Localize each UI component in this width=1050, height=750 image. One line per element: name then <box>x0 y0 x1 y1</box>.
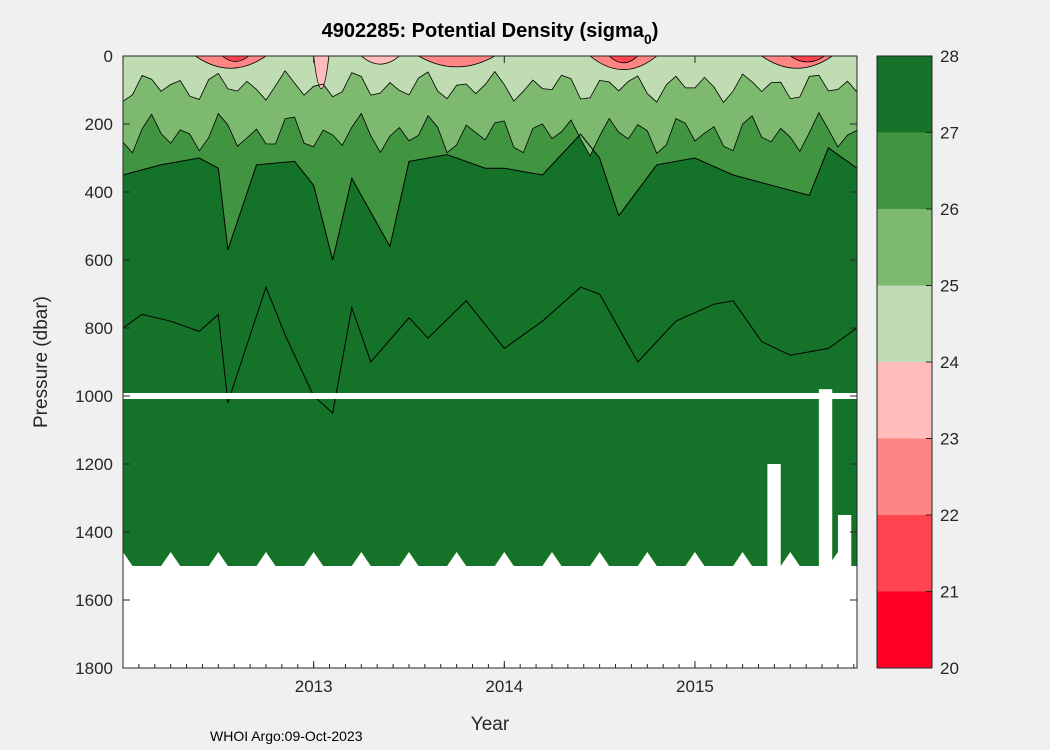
y-tick-label: 1800 <box>75 659 113 678</box>
layer-24-25 <box>123 56 857 103</box>
surface-patch <box>313 56 330 90</box>
contour-upper <box>123 70 857 104</box>
y-axis-ticks: 0 200 400 600 800 1000 1200 1400 1600 1800 <box>75 47 857 678</box>
colorbar-tick-label: 24 <box>940 353 959 372</box>
contour-lines <box>123 70 857 414</box>
colorbar-swatch <box>877 56 932 133</box>
chart-title: 4902285: Potential Density (sigma0) <box>322 20 659 47</box>
y-tick-label: 400 <box>85 183 113 202</box>
missing-profile-gap <box>837 515 852 568</box>
colorbar-swatch <box>877 209 932 286</box>
x-axis-ticks: 2013 2014 2015 <box>122 56 855 696</box>
footer-credit: WHOI Argo:09-Oct-2023 <box>210 728 363 744</box>
colorbar-swatch <box>877 285 932 362</box>
y-tick-label: 1200 <box>75 455 113 474</box>
contour-fills <box>123 56 857 566</box>
colorbar-swatch <box>877 132 932 209</box>
missing-data-regions <box>123 389 857 668</box>
x-axis-label: Year <box>471 714 510 735</box>
colorbar: 20 21 22 23 24 25 26 27 28 <box>876 47 959 678</box>
y-tick-label: 0 <box>104 47 113 66</box>
y-tick-label: 1600 <box>75 591 113 610</box>
y-tick-label: 600 <box>85 251 113 270</box>
contour-26-5 <box>123 133 857 261</box>
missing-band-1000dbar <box>123 393 857 399</box>
y-tick-label: 1000 <box>75 387 113 406</box>
x-tick-label: 2015 <box>676 677 714 696</box>
colorbar-tick-label: 28 <box>940 47 959 66</box>
colorbar-tick-label: 26 <box>940 200 959 219</box>
y-tick-label: 200 <box>85 115 113 134</box>
y-tick-label: 800 <box>85 319 113 338</box>
colorbar-tick-label: 25 <box>940 277 959 296</box>
contour-27-5 <box>123 285 857 414</box>
colorbar-tick-label: 27 <box>940 124 959 143</box>
colorbar-tick-label: 21 <box>940 583 959 602</box>
axes-box <box>122 55 858 669</box>
y-axis-label: Pressure (dbar) <box>31 296 52 428</box>
x-tick-label: 2014 <box>485 677 523 696</box>
missing-profile-gap <box>767 464 781 568</box>
contour-upper <box>123 111 857 157</box>
missing-profile-gap <box>818 389 833 568</box>
colorbar-swatch <box>877 515 932 592</box>
colorbar-tick-label: 22 <box>940 506 959 525</box>
x-tick-label: 2013 <box>295 677 333 696</box>
colorbar-swatch <box>877 362 932 439</box>
missing-below-profile <box>123 552 857 668</box>
colorbar-swatch <box>877 438 932 515</box>
y-tick-label: 1400 <box>75 523 113 542</box>
colorbar-tick-label: 20 <box>940 659 959 678</box>
surface-patch <box>417 56 496 68</box>
colorbar-tick-label: 23 <box>940 430 959 449</box>
colorbar-swatch <box>877 591 932 668</box>
